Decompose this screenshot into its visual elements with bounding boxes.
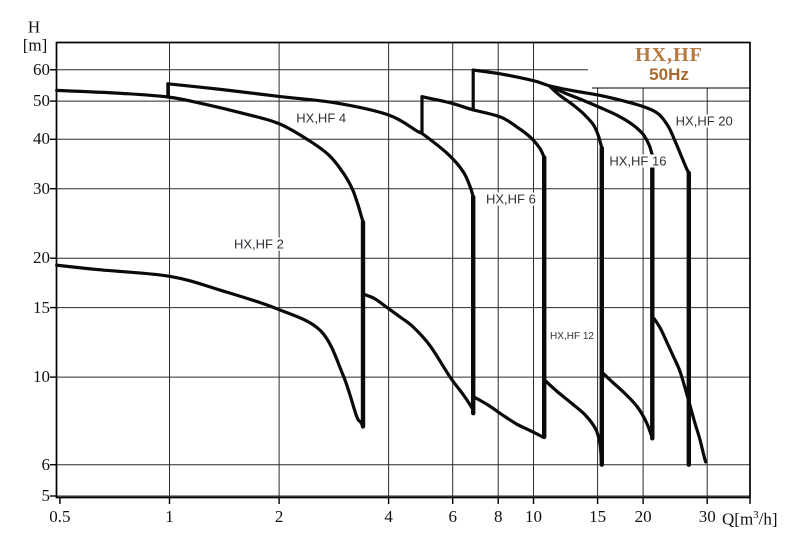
x-tick-label-1: 1 [165,507,174,526]
low-branch-2 [472,395,545,439]
chart-title: HX,HF [635,44,703,66]
x-axis-title-suffix: /h] [758,509,778,529]
x-tick-label-20: 20 [634,507,652,526]
x-axis-title: Q[m3/h] [722,510,778,528]
curve-label-hxhf12: HX,HF 12 [548,330,596,342]
hxhf20-curve [471,68,691,175]
y-tick-label-10: 10 [33,367,50,387]
curve-label-hxhf4: HX,HF 4 [294,110,349,126]
x-axis-title-prefix: Q[m [722,509,754,529]
y-tick-label-15: 15 [33,297,50,317]
x-tick-label-6: 6 [448,507,457,526]
y-tick-label-60: 60 [33,59,50,79]
hxhf4-curve [55,88,365,224]
hxhf6-curve [166,82,475,199]
low-branch-4 [600,370,654,440]
x-tick-label-4: 4 [384,507,393,526]
x-tick-label-10: 10 [525,507,542,526]
x-tick-label-15: 15 [589,507,607,526]
y-tick-label-50: 50 [33,91,50,111]
fan-branch-curve [548,85,604,150]
y-tick-label-40: 40 [33,129,50,149]
low-branch-5 [652,316,708,464]
y-tick-label-30: 30 [33,178,50,198]
title-box [588,43,750,88]
hxhf16-curve [548,84,654,158]
x-tick-label-0.5: 0.5 [49,507,71,526]
curve-label-hxhf6: HX,HF 6 [483,191,538,207]
hxhf12-curve [420,95,546,159]
y-axis-unit: [m] [22,35,48,55]
x-tick-label-2: 2 [274,507,284,526]
plot-border [55,41,751,499]
chart-title-block: HX,HF 50Hz [588,45,750,84]
x-tick-label-30: 30 [698,507,716,526]
y-tick-label-20: 20 [33,248,50,268]
low-branch-1 [362,292,475,412]
x-axis-title-sup: 3 [753,509,759,521]
chart-subtitle: 50Hz [649,65,689,84]
y-tick-label-5: 5 [41,486,51,506]
curve-label-hxhf2: HX,HF 2 [231,236,286,252]
curve-label-hxhf20: HX,HF 20 [673,113,735,129]
y-axis-title: H [27,17,41,37]
y-tick-label-6: 6 [41,454,51,474]
x-tick-label-8: 8 [493,507,503,526]
low-branch-3 [542,378,604,465]
curve-label-hxhf16: HX,HF 16 [607,153,669,169]
hxhf2-curve [55,263,365,428]
